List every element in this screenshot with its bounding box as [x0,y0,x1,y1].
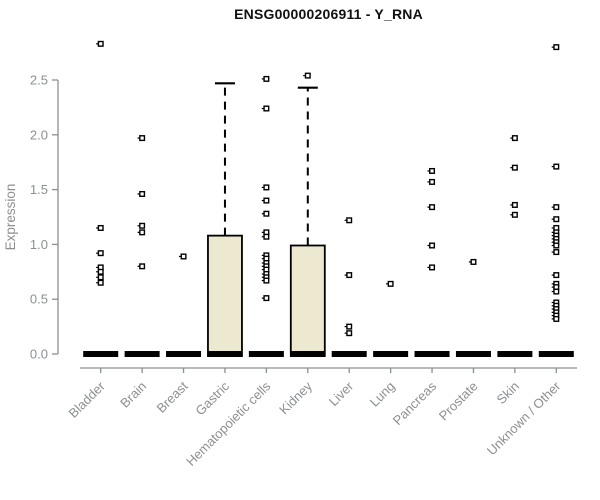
y-tick-label: 1.0 [30,237,48,252]
chart-title: ENSG00000206911 - Y_RNA [234,6,423,22]
category-label: Prostate [436,379,481,424]
outlier-point [263,105,270,112]
median-bar [290,351,326,357]
outlier-point [97,268,104,275]
outlier-point [553,288,560,295]
category-label: Unknown / Other [484,378,564,458]
outlier-point [139,190,146,197]
median-bar [538,351,574,357]
outlier-point [97,224,104,231]
outlier-point [553,315,560,322]
outlier-point [263,75,270,82]
median-bar [497,351,533,357]
outlier-point [139,263,146,270]
category-label: Lung [367,379,398,410]
box [289,244,326,357]
y-axis-label: Expression [3,184,18,251]
outlier-point [139,229,146,236]
y-tick-label: 1.5 [30,182,48,197]
outlier-point [553,249,560,256]
median-bar [83,351,119,357]
outlier-point [139,135,146,142]
median-bar [373,351,409,357]
outlier-point [304,72,311,79]
y-tick-label: 2.0 [30,127,48,142]
outlier-point [263,184,270,191]
y-tick-label: 2.5 [30,73,48,88]
outlier-point [553,242,560,249]
outlier-point [346,217,353,224]
outlier-point [263,210,270,217]
category-label: Skin [494,379,522,407]
median-bar [331,351,367,357]
outlier-point [346,330,353,337]
outlier-point [470,258,477,265]
outlier-point [97,279,104,286]
box [207,234,243,357]
outlier-point [263,233,270,240]
category-label: Kidney [276,378,315,417]
outlier-point [139,222,146,229]
median-bar [124,351,160,357]
outlier-point [97,274,104,281]
outlier-point [429,242,436,249]
category-label: Gastric [192,378,232,418]
outlier-point [97,40,104,47]
median-bar [248,351,284,357]
outlier-point [429,204,436,211]
outlier-point [387,280,394,287]
outlier-point [553,216,560,223]
median-bar [414,351,450,357]
outlier-point [263,277,270,284]
outlier-point [553,163,560,170]
outlier-point [263,295,270,302]
outlier-point [511,135,518,142]
outlier-point [429,178,436,185]
category-label: Bladder [66,378,109,421]
outlier-point [346,323,353,330]
median-bar [207,351,243,357]
median-bar [166,351,202,357]
category-label: Pancreas [390,378,440,428]
outlier-point [511,201,518,208]
outlier-point [429,167,436,174]
outlier-point [97,250,104,257]
outlier-point [553,204,560,211]
y-tick-label: 0.5 [30,292,48,307]
y-tick-label: 0.0 [30,347,48,362]
category-label: Breast [153,378,190,415]
outlier-point [180,253,187,260]
outlier-point [553,272,560,279]
outlier-point [553,44,560,51]
category-label: Liver [326,378,357,409]
outlier-point [511,164,518,171]
median-bar [455,351,491,357]
outlier-point [263,197,270,204]
outlier-point [429,264,436,271]
outlier-point [346,272,353,279]
category-label: Brain [117,379,149,411]
outlier-point [511,211,518,218]
